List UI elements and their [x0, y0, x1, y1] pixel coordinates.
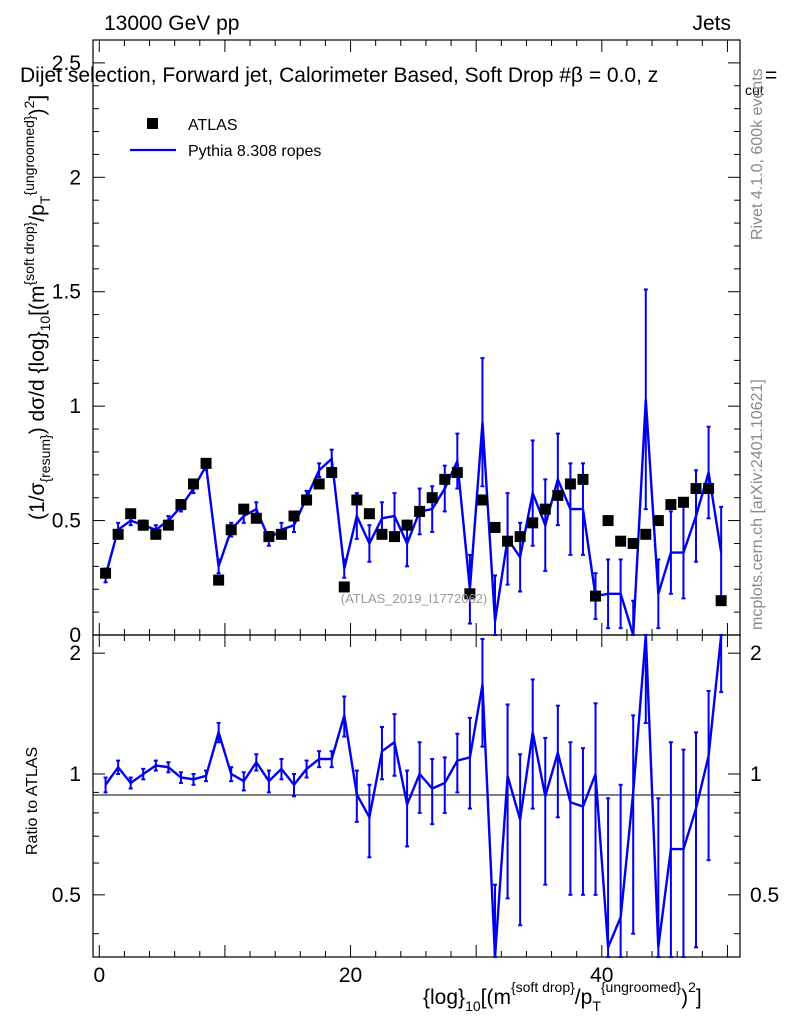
ratio-y-tick-label: 0.5	[52, 884, 81, 907]
data-series-main	[100, 457, 727, 607]
data-point	[665, 499, 677, 511]
x-tick-label: 40	[590, 964, 613, 987]
data-point	[590, 590, 602, 602]
rivet-label: Rivet 4.1.0, 600k events	[749, 68, 766, 240]
svg-text:Dijet selection, Forward jet,: Dijet selection, Forward jet, Calorimete…	[20, 64, 658, 87]
data-point	[162, 519, 174, 531]
data-point	[326, 467, 338, 479]
legend-mc-label: Pythia 8.308 ropes	[188, 143, 321, 160]
x-tick-label: 0	[93, 964, 105, 987]
data-point	[514, 531, 526, 543]
data-point	[288, 510, 300, 522]
data-point	[426, 492, 438, 504]
data-point	[527, 517, 539, 529]
data-point	[677, 496, 689, 508]
data-point	[640, 528, 652, 540]
data-point	[464, 588, 476, 600]
y-tick-label: 0	[69, 624, 81, 647]
x-tick-label: 20	[339, 964, 362, 987]
data-point	[125, 508, 137, 520]
y-tick-label: 0.5	[52, 510, 81, 533]
x-axis-label: {log}10[(m{soft drop}/pT{ungroomed})2]	[423, 979, 702, 1014]
data-point	[188, 478, 200, 490]
plot-subtitle: Dijet selection, Forward jet, Calorimete…	[20, 64, 777, 98]
data-point	[615, 535, 627, 547]
ratio-line	[104, 634, 723, 958]
subtitle-text: Dijet selection, Forward jet, Calorimete…	[20, 64, 571, 87]
y-tick-label: 1	[69, 395, 81, 418]
legend-data-marker	[147, 118, 158, 129]
data-point	[112, 528, 124, 540]
data-point	[263, 531, 275, 543]
subtitle-cut: cut	[745, 82, 764, 98]
ratio-axes: 0 20 40 0.5 0.5 1 1 2 2	[52, 635, 779, 987]
data-point	[137, 519, 149, 531]
data-point	[175, 499, 187, 511]
data-point	[627, 537, 639, 549]
data-point	[150, 528, 162, 540]
data-point	[451, 467, 463, 479]
mc-series-ratio	[103, 634, 724, 958]
data-point	[703, 483, 715, 495]
ratio-y-tick-label-right: 1	[750, 763, 762, 786]
category-label: Jets	[692, 12, 731, 35]
data-point	[301, 494, 313, 506]
data-point	[238, 503, 250, 515]
legend: ATLAS Pythia 8.308 ropes	[130, 117, 321, 160]
data-point	[351, 494, 363, 506]
y-tick-label: 2.5	[52, 52, 81, 75]
data-point	[414, 505, 426, 517]
data-point	[313, 478, 325, 490]
data-point	[502, 535, 514, 547]
data-point	[715, 595, 727, 607]
data-point	[250, 512, 262, 524]
ratio-y-tick-label-right: 0.5	[750, 884, 779, 907]
energy-label: 13000 GeV pp	[104, 12, 239, 35]
subtitle-beta: β = 0.0, z	[571, 64, 658, 87]
main-axes: 0 0.5 1 1.5 2 2.5	[52, 39, 740, 647]
y-axis-label: (1/σ{resum}) dσ/d {log}10[(m{soft drop}/…	[21, 95, 53, 520]
data-point	[275, 528, 287, 540]
data-point	[602, 515, 614, 527]
data-point	[363, 508, 375, 520]
analysis-watermark: (ATLAS_2019_I1772062)	[341, 591, 487, 606]
mcplots-label: mcplots.cern.ch [arXiv:2401.10621]	[749, 379, 766, 630]
data-point	[652, 515, 664, 527]
data-point	[690, 483, 702, 495]
data-point	[338, 581, 350, 593]
data-point	[476, 494, 488, 506]
mc-line	[104, 399, 723, 636]
data-point	[489, 521, 501, 533]
data-point	[100, 567, 112, 579]
data-point	[539, 503, 551, 515]
subtitle-tail: =	[765, 64, 777, 87]
ratio-y-tick-label: 2	[69, 642, 81, 665]
data-point	[389, 531, 401, 543]
data-point	[552, 489, 564, 501]
data-point	[439, 473, 451, 485]
data-point	[401, 519, 413, 531]
data-point	[213, 574, 225, 586]
data-point	[200, 457, 212, 469]
mc-series-main	[103, 288, 724, 636]
ratio-plot-frame	[92, 634, 741, 958]
ratio-y-axis-label: Ratio to ATLAS	[24, 747, 41, 855]
legend-data-label: ATLAS	[188, 117, 238, 134]
ratio-y-tick-label-right: 2	[750, 642, 762, 665]
y-tick-label: 1.5	[52, 281, 81, 304]
data-point	[577, 473, 589, 485]
ratio-y-tick-label: 1	[69, 763, 81, 786]
y-tick-label: 2	[69, 166, 81, 189]
data-point	[564, 478, 576, 490]
data-point	[225, 524, 237, 536]
data-point	[376, 528, 388, 540]
